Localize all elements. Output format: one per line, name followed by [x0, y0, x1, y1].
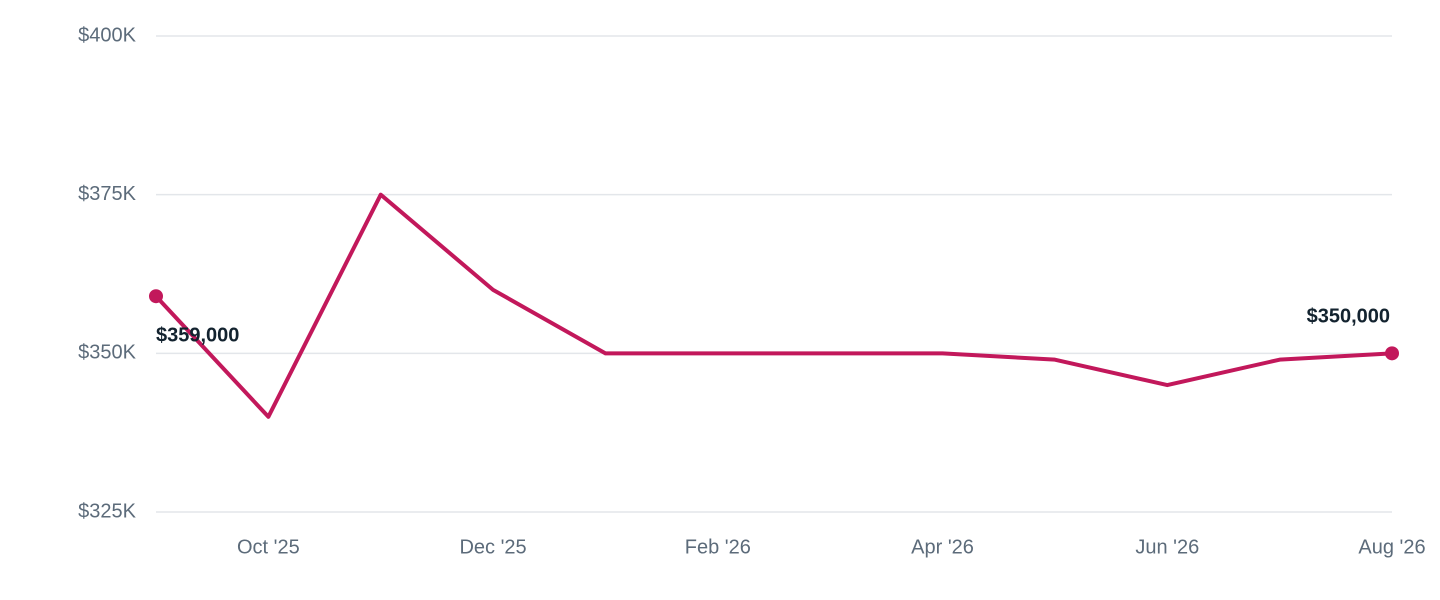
x-tick-label: Jun '26: [1135, 536, 1199, 558]
y-tick-label: $400K: [78, 24, 136, 46]
line: [154, 192, 1393, 419]
x-tick-label: Feb '26: [685, 536, 751, 558]
x-tick-label: Oct '25: [237, 536, 300, 558]
data-label: $359,000: [156, 324, 239, 346]
marker: [149, 289, 163, 304]
marker: [1385, 346, 1399, 361]
data-label: $350,000: [1307, 306, 1390, 328]
x-tick-label: Apr '26: [911, 536, 974, 558]
y-tick-label: $375K: [78, 183, 136, 205]
x-tick-label: Dec '25: [459, 536, 526, 558]
x-tick-label: Aug '26: [1358, 536, 1425, 558]
y-tick-label: $350K: [78, 342, 136, 364]
y-tick-label: $325K: [78, 500, 136, 522]
